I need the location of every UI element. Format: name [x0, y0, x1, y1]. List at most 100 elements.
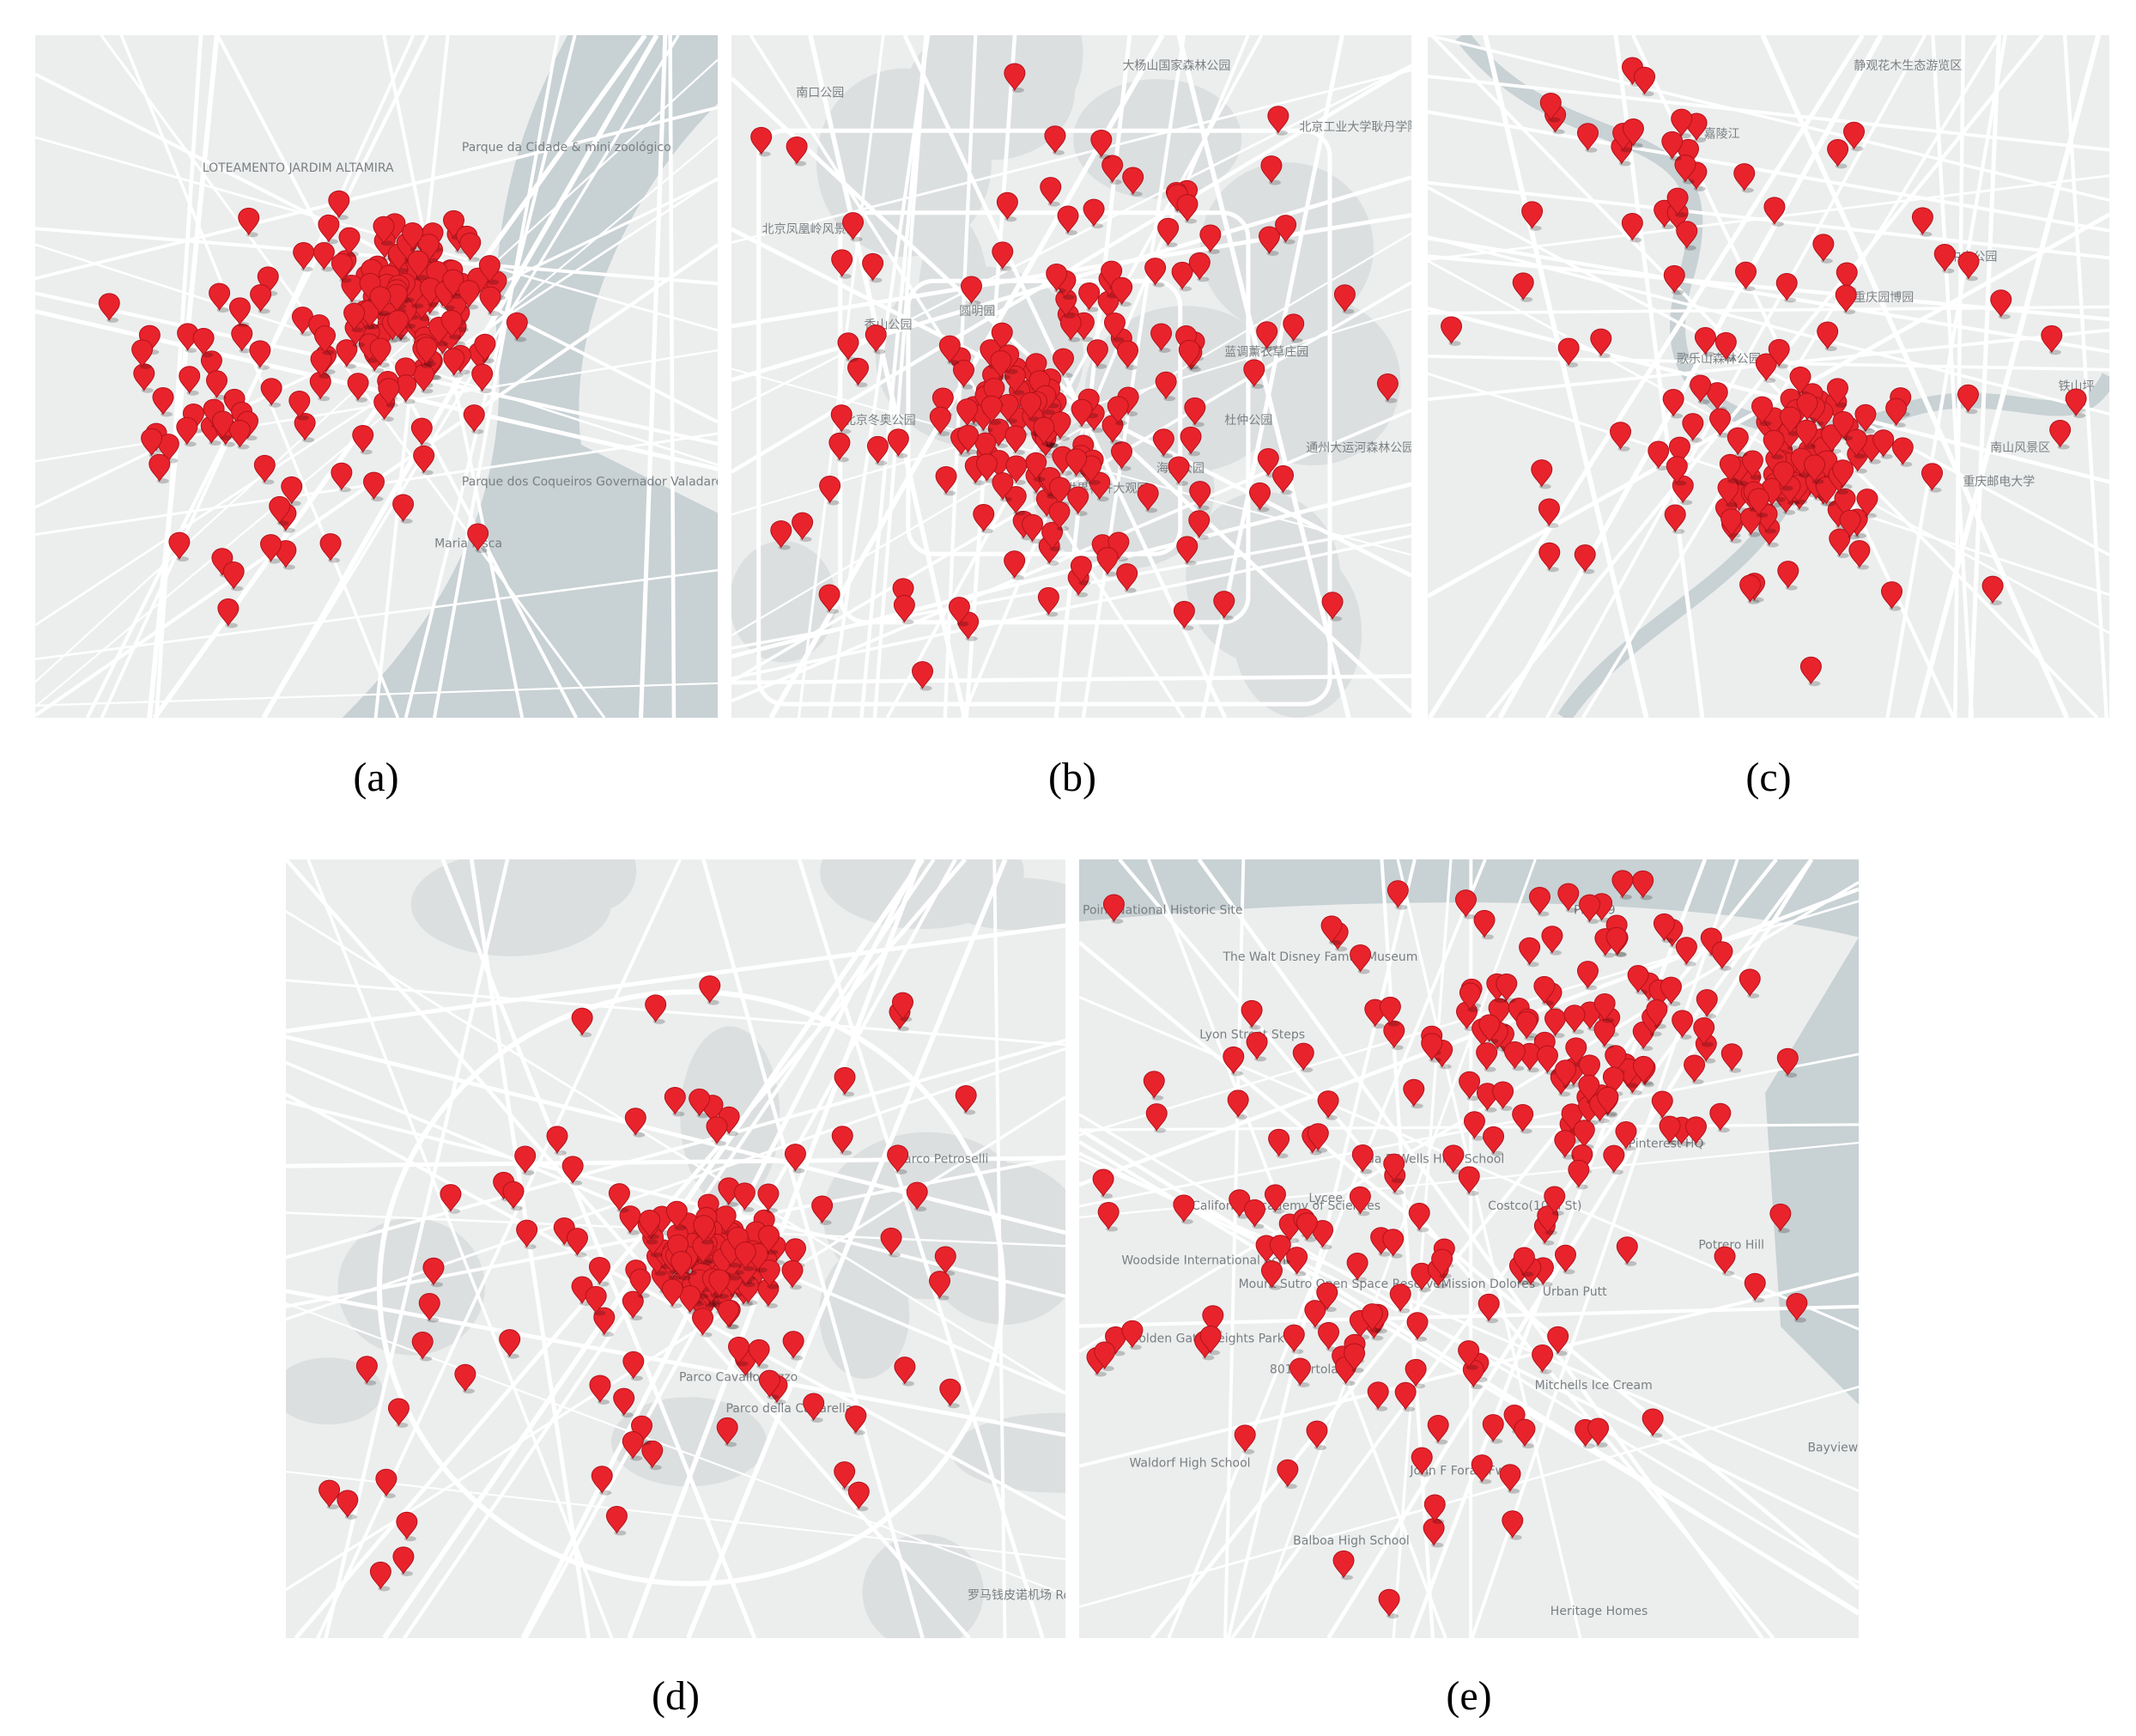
pin	[418, 1293, 440, 1321]
pin	[1502, 1510, 1524, 1539]
pin	[1307, 1123, 1329, 1151]
pin	[1189, 481, 1211, 509]
pin	[983, 378, 1005, 406]
pin	[478, 255, 501, 283]
pin	[1720, 1043, 1743, 1071]
pin	[894, 1357, 916, 1385]
pin	[1173, 1194, 1195, 1223]
pin	[1264, 1184, 1286, 1213]
pin	[991, 322, 1013, 351]
pin	[1431, 1248, 1453, 1278]
pin	[1090, 129, 1113, 158]
road	[1396, 859, 1582, 1638]
pin	[708, 1269, 731, 1297]
pin	[1004, 63, 1026, 92]
map-panel: Parco PetroselliROMAParco Cavallo PazzoP…	[286, 859, 1065, 1719]
pin	[1541, 926, 1563, 954]
road	[382, 35, 525, 718]
pin	[939, 1378, 962, 1407]
pin	[1622, 118, 1644, 147]
pin	[1350, 944, 1372, 973]
pin	[1769, 1203, 1792, 1232]
place-label: 重庆园博园	[1854, 290, 1914, 305]
pin	[1832, 410, 1854, 440]
pin	[1144, 258, 1167, 286]
pin	[149, 453, 171, 483]
road	[1176, 35, 1351, 718]
road	[35, 72, 718, 424]
pin	[1616, 1236, 1638, 1265]
pin	[1351, 1144, 1374, 1173]
pin	[847, 357, 870, 386]
road	[286, 979, 1065, 1047]
pin	[231, 323, 253, 352]
road	[1760, 35, 2070, 718]
pin	[1768, 338, 1790, 367]
pin	[1751, 396, 1773, 425]
pin	[847, 1481, 870, 1510]
pin	[1653, 913, 1675, 942]
pin	[1646, 999, 1668, 1028]
pin	[1111, 441, 1133, 470]
pin	[378, 378, 400, 406]
place-label: 大杨山国家森林公园	[1122, 58, 1230, 73]
pin	[1268, 1128, 1290, 1157]
pin	[1155, 371, 1177, 400]
pin	[1188, 510, 1211, 538]
pin	[1668, 436, 1690, 465]
road	[1428, 174, 2109, 261]
terrain	[410, 859, 611, 956]
pin	[1885, 398, 1908, 427]
pin	[506, 312, 528, 341]
pin	[209, 282, 231, 312]
pin	[605, 1505, 628, 1534]
pin	[1150, 323, 1173, 352]
pin	[1597, 1086, 1619, 1115]
pin	[1292, 1042, 1314, 1071]
place-label: 南山风景区	[1990, 441, 2050, 455]
place-label: 通州大运河森林公园	[1306, 441, 1414, 455]
pin	[1332, 1550, 1355, 1579]
pin	[1821, 424, 1843, 452]
pin	[1521, 201, 1544, 230]
pin	[1441, 316, 1463, 345]
pin	[1004, 486, 1027, 514]
pin	[1496, 973, 1518, 1002]
pin	[416, 337, 438, 365]
road	[35, 291, 718, 446]
pin	[1563, 1005, 1586, 1033]
pin	[1706, 382, 1728, 410]
pin	[407, 250, 429, 279]
pin	[956, 398, 979, 427]
pin	[689, 1088, 711, 1117]
pin	[1267, 106, 1289, 134]
road	[1079, 1386, 1859, 1608]
pin	[1458, 1340, 1480, 1369]
pin	[716, 1417, 738, 1446]
pin	[411, 1332, 434, 1360]
pin	[1333, 284, 1356, 313]
road	[686, 859, 1008, 1638]
place-label: 铁山坪	[2058, 379, 2094, 393]
pin	[1763, 197, 1786, 225]
pin	[1812, 234, 1835, 263]
road	[731, 232, 1411, 637]
pin	[782, 1331, 804, 1359]
pin	[1684, 1054, 1706, 1083]
pin	[1610, 422, 1632, 450]
road	[286, 1038, 1065, 1260]
pin	[1403, 1078, 1425, 1108]
pin	[1981, 575, 2004, 604]
pin	[1052, 348, 1074, 377]
pin	[1199, 1326, 1222, 1354]
pin	[1184, 397, 1206, 426]
pin	[818, 584, 840, 613]
road	[1079, 1157, 1859, 1492]
pin	[1515, 1011, 1538, 1040]
pin	[1557, 337, 1580, 367]
pin	[589, 1375, 611, 1404]
road	[1885, 35, 2007, 718]
pin	[1454, 889, 1477, 918]
pin	[608, 1183, 630, 1211]
pin	[1049, 476, 1071, 506]
